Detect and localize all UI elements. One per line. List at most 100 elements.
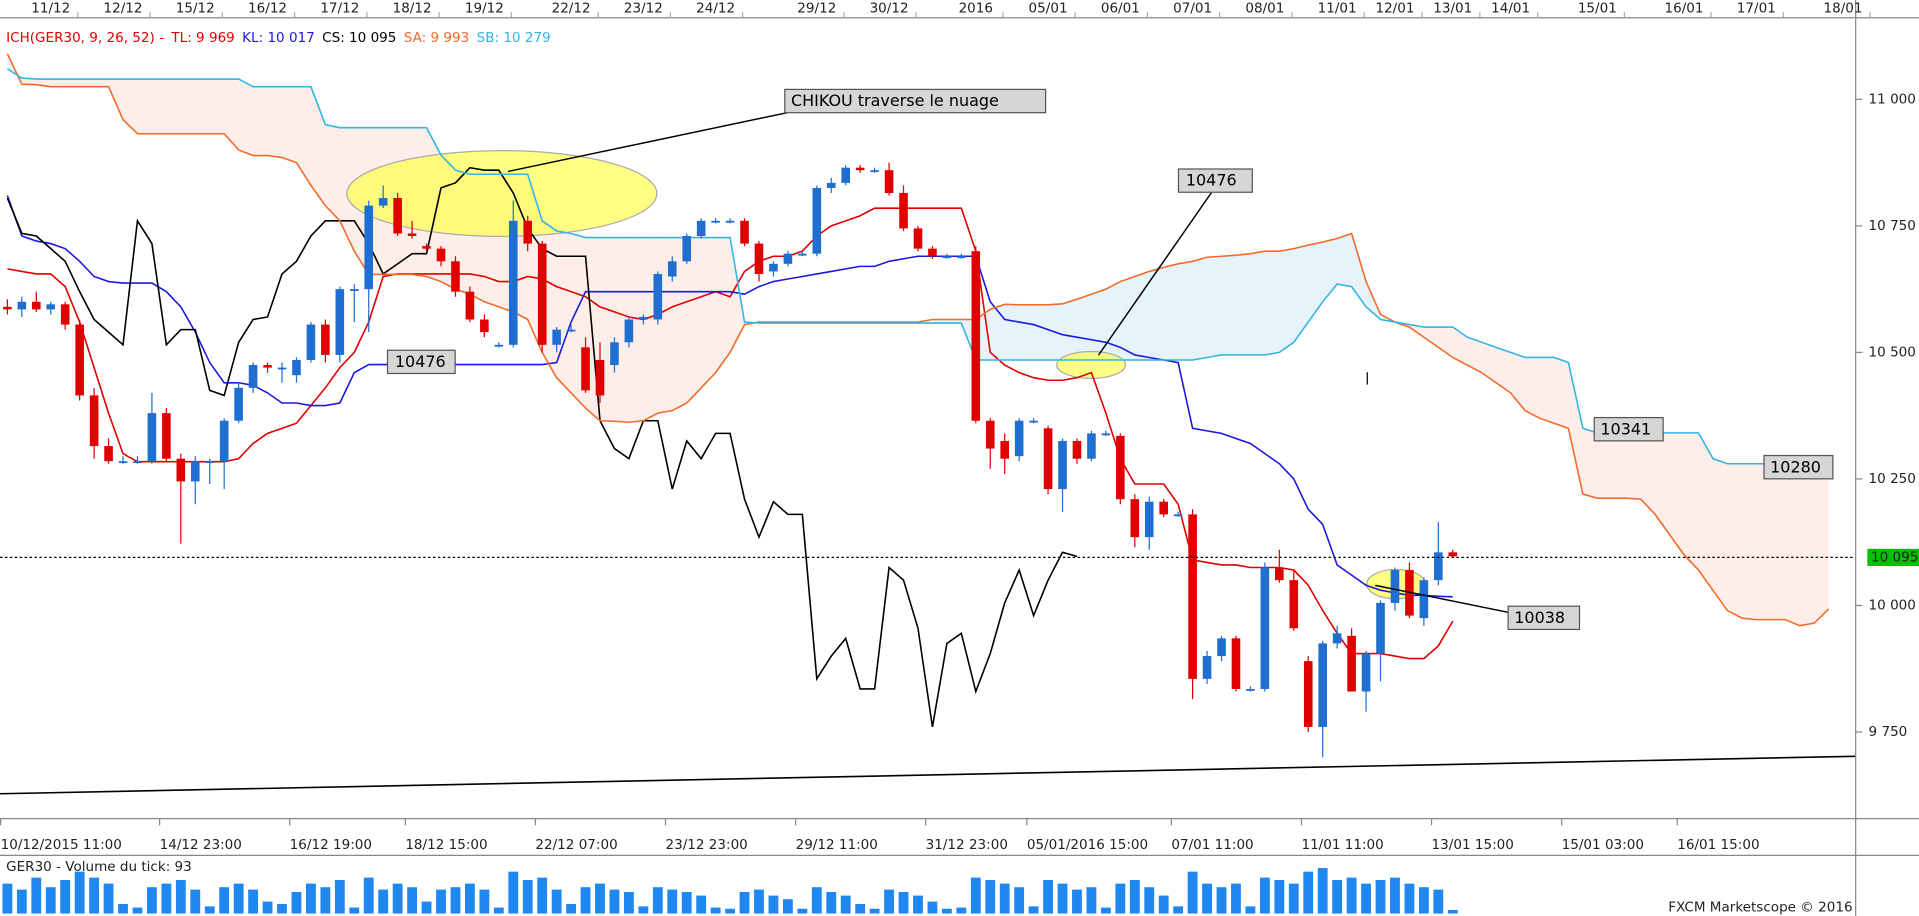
candle-body xyxy=(60,304,70,325)
candle-body xyxy=(1332,633,1342,644)
cloud-segment xyxy=(990,304,1005,360)
volume-bar xyxy=(16,889,27,914)
candle-body xyxy=(1390,570,1400,603)
cloud-segment xyxy=(1582,428,1598,499)
volume-bar xyxy=(1014,887,1025,914)
volume-bar xyxy=(985,880,996,914)
x-tick-label: 29/12 11:00 xyxy=(796,837,878,853)
cloud-segment xyxy=(94,79,109,87)
x-tick-label: 05/01/2016 15:00 xyxy=(1027,837,1148,853)
y-tick-label: 10 250 xyxy=(1869,471,1916,487)
cloud-segment xyxy=(730,237,745,353)
top-tick-label: 12/12 xyxy=(104,1,143,17)
volume-bar xyxy=(595,883,605,914)
cloud-segment xyxy=(1033,304,1049,360)
indicator-legend: ICH(GER30, 9, 26, 52) - TL: 9 969 KL: 10 0… xyxy=(6,30,551,46)
y-tick-label: 9 750 xyxy=(1869,724,1908,740)
top-tick-label: 30/12 xyxy=(870,1,909,17)
volume-bar xyxy=(74,871,85,914)
cloud-segment xyxy=(1640,432,1656,515)
axes: 11 000 10 750 10 500 10 250 10 000 9 750 10/12… xyxy=(0,1,1919,853)
candle-body xyxy=(205,461,215,464)
top-tick-label: 08/01 xyxy=(1245,1,1284,17)
candle-body xyxy=(610,342,619,366)
volume-bar xyxy=(147,887,157,914)
cloud-segment xyxy=(282,86,297,163)
candle-body xyxy=(812,187,822,254)
cloud-segment xyxy=(556,230,572,393)
annotation-text: 10476 xyxy=(1186,171,1237,190)
volume-bar xyxy=(450,887,461,914)
volume-bar xyxy=(855,903,866,914)
candle-body xyxy=(696,220,706,236)
candle-body xyxy=(1043,428,1053,490)
volume-bar xyxy=(1129,880,1140,914)
cloud-segment xyxy=(1293,245,1309,343)
candle-body xyxy=(263,365,272,368)
candle-body xyxy=(1217,638,1226,657)
candle-body xyxy=(1347,635,1356,692)
candle-body xyxy=(1260,567,1270,689)
candle-body xyxy=(711,220,720,223)
top-tick-label: 16/12 xyxy=(248,1,287,17)
volume-bar xyxy=(233,883,244,914)
cloud-segment xyxy=(1308,242,1323,323)
top-tick-label: 07/01 xyxy=(1173,1,1212,17)
x-tick-label: 23/12 23:00 xyxy=(665,837,747,853)
candle-body xyxy=(364,205,374,290)
candle-body xyxy=(725,220,735,223)
trendline xyxy=(0,755,1856,795)
cloud-segment xyxy=(1712,458,1728,611)
cloud-segment xyxy=(267,86,283,158)
x-tick-label: 13/01 15:00 xyxy=(1432,837,1514,853)
volume-bar xyxy=(768,895,779,914)
cloud-segment xyxy=(180,79,196,134)
cloud-segment xyxy=(238,79,254,156)
volume-bar xyxy=(667,889,678,914)
cloud-segment xyxy=(932,319,947,324)
candles xyxy=(3,162,1458,758)
x-tick-label: 14/12 23:00 xyxy=(160,837,242,853)
cloud-segment xyxy=(1105,281,1121,360)
cloud-segment xyxy=(1496,347,1511,393)
volume-bar xyxy=(479,889,490,914)
candle-body xyxy=(928,248,937,257)
cloud-segment xyxy=(65,79,80,87)
legend: ICH(GER30, 9, 26, 52) - TL: 9 969 KL: 10 0… xyxy=(6,30,551,46)
volume-bar xyxy=(219,887,230,914)
volume-bar xyxy=(421,901,432,914)
volume-bar xyxy=(349,907,360,914)
annotation-box xyxy=(386,349,456,375)
candle-body xyxy=(957,256,966,259)
candle-body xyxy=(653,273,663,320)
volume-bar xyxy=(1317,868,1328,914)
cloud-segment xyxy=(7,53,22,85)
volume-bar xyxy=(175,880,186,914)
candle-body xyxy=(870,170,879,173)
volume-bar xyxy=(248,889,259,914)
top-tick-label: 16/01 xyxy=(1665,1,1704,17)
legend-entry: KL: 10 017 xyxy=(242,30,315,46)
candle-body xyxy=(292,359,301,376)
x-tick-label: 22/12 07:00 xyxy=(535,837,617,853)
cloud-segment xyxy=(1510,352,1526,411)
cloud-segment xyxy=(224,79,239,150)
top-tick-label: 17/01 xyxy=(1737,1,1776,17)
cloud-segment xyxy=(209,79,225,134)
volume-bar xyxy=(1086,887,1097,914)
annotation-box xyxy=(1177,168,1253,193)
cloud-segment xyxy=(1452,327,1468,366)
cloud-segment xyxy=(946,319,962,324)
cloud-segment xyxy=(1322,238,1338,302)
candle-body xyxy=(769,263,778,272)
cloud-segment xyxy=(1553,357,1569,429)
top-tick-label: 24/12 xyxy=(696,1,735,17)
cloud-segment xyxy=(325,124,340,221)
volume-bar xyxy=(103,883,114,914)
candle-body xyxy=(798,253,807,256)
volume-bar xyxy=(60,880,71,914)
x-tick-label: 11/01 11:00 xyxy=(1301,837,1383,853)
candle-body xyxy=(624,319,634,343)
candle-body xyxy=(1448,552,1458,557)
